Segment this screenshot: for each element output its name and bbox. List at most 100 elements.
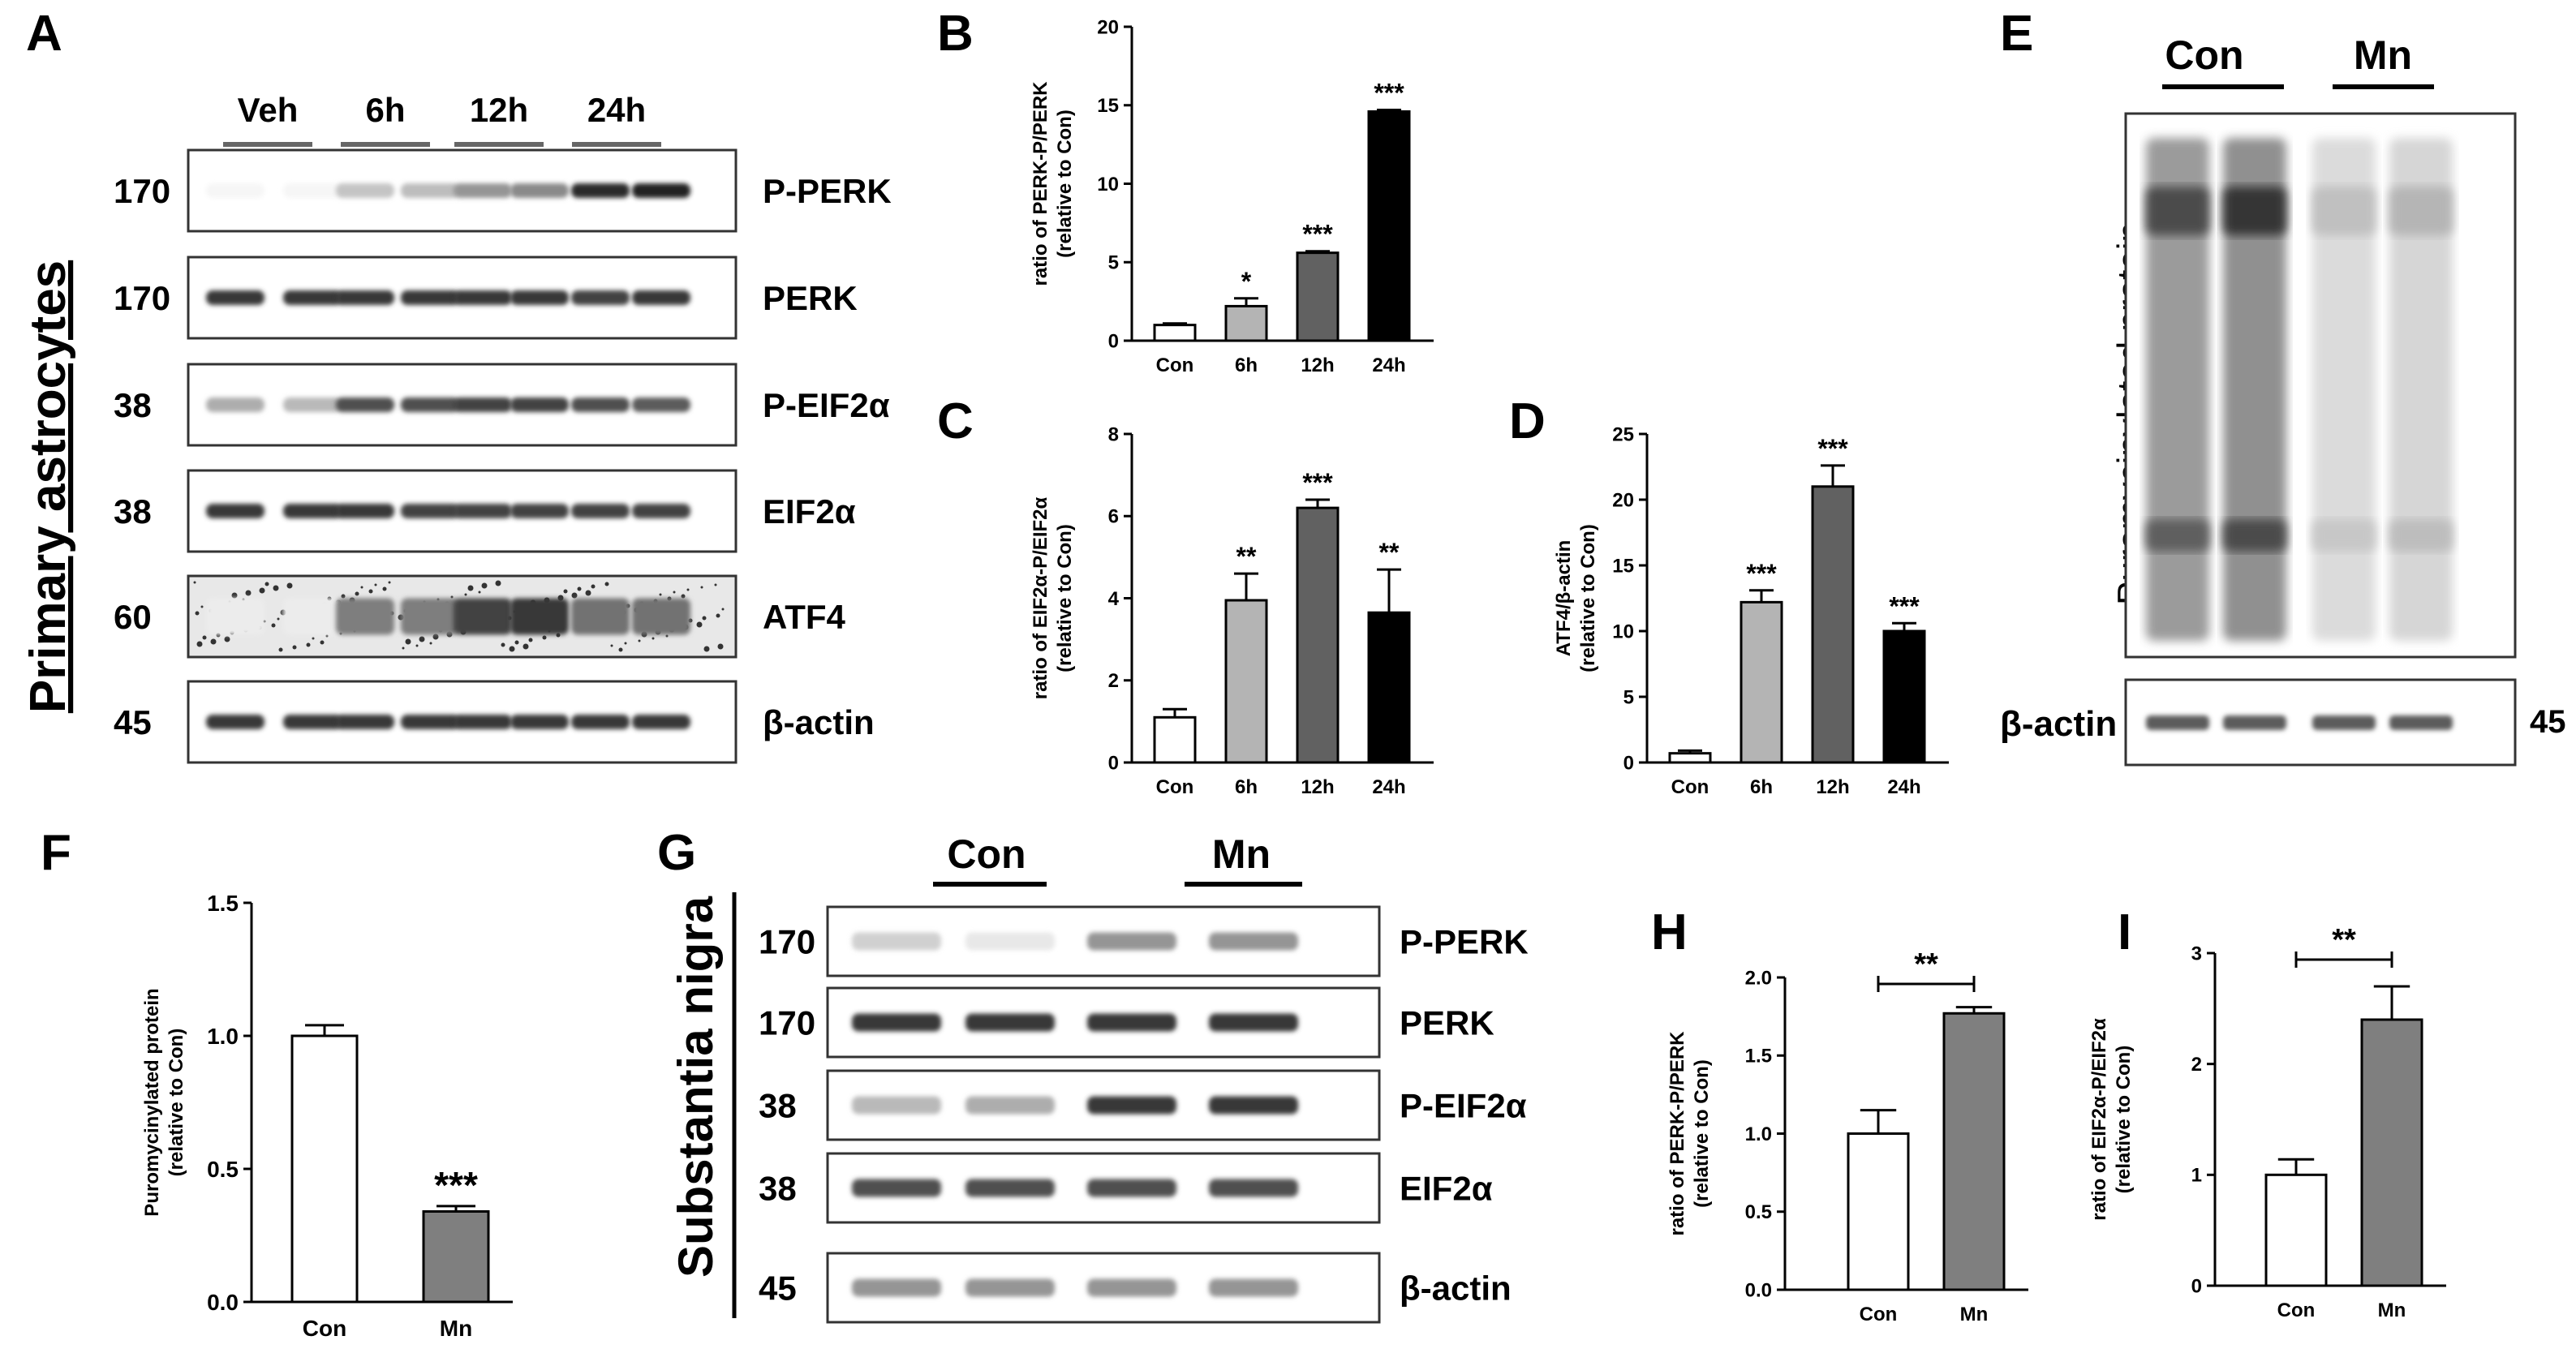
atf4-speckle — [200, 605, 204, 608]
panel-a-blots: 170 P-PERK 170 PERK 38 P-EIF2α 38 EIF2α 60 ATF4 45… — [114, 148, 892, 764]
atf4-speckle — [665, 634, 669, 638]
y-tick-label: 20 — [1612, 489, 1634, 511]
significance-marker: ** — [1914, 947, 1938, 982]
g-blot-band — [965, 1013, 1055, 1032]
atf4-speckle — [202, 635, 207, 640]
chart-d: D 0 5 10 15 20 25 ATF4/β-actin (relative to Con)… — [1509, 393, 1949, 798]
significance-marker: *** — [1302, 220, 1333, 249]
e-smear-dark-band — [2223, 187, 2286, 235]
atf4-speckle — [509, 646, 515, 652]
lane-label-6h: 6h — [365, 91, 405, 129]
chart-h: H 0.0 0.5 1.0 1.5 2.0 ratio of PERK-P/PERK (rel… — [1651, 904, 2028, 1325]
panel-label-c: C — [937, 393, 974, 449]
atf4-speckle — [405, 638, 411, 645]
e-group-mn-label: Mn — [2354, 32, 2412, 78]
blot-band — [632, 183, 690, 198]
blot-row-atf4: 60 ATF4 — [114, 574, 846, 659]
atf4-speckle — [368, 589, 373, 594]
chart-i: I 0 1 2 3 ratio of EIF2α-P/EIF2α (relative to … — [2088, 904, 2446, 1321]
blot-band — [336, 183, 394, 198]
y-axis-label: (relative to Con) — [1054, 524, 1076, 672]
bar-24h — [1882, 629, 1926, 764]
atf4-speckle — [224, 636, 230, 642]
panel-label-g: G — [657, 825, 696, 881]
y-tick-label: 10 — [1097, 174, 1119, 195]
y-tick-label: 6 — [1108, 506, 1119, 528]
category-label: 24h — [1372, 776, 1405, 798]
y-tick-label: 15 — [1612, 555, 1634, 577]
y-axis-label: ratio of PERK-P/PERK — [1030, 81, 1051, 286]
y-tick-label: 0.5 — [1745, 1201, 1772, 1223]
category-label: Con — [2277, 1299, 2316, 1321]
significance-marker: *** — [1746, 559, 1777, 588]
g-blot-band — [1087, 1096, 1176, 1115]
atf4-speckle — [696, 621, 703, 628]
mw-label: 60 — [114, 598, 152, 636]
blot-band — [206, 598, 264, 635]
blot-row-perk: 170 PERK — [114, 256, 858, 340]
e-actin-label: β-actin — [2000, 704, 2117, 744]
g-blot-band — [1209, 1013, 1298, 1032]
blot-band — [283, 598, 342, 635]
y-tick-label: 0.0 — [207, 1290, 239, 1315]
protein-label: P-EIF2α — [763, 386, 890, 424]
atf4-speckle — [577, 586, 582, 591]
g-blot-band — [852, 1179, 941, 1197]
g-blot-band — [852, 1096, 941, 1115]
atf4-speckle — [703, 646, 710, 652]
atf4-speckle — [210, 638, 217, 645]
y-axis-label: (relative to Con) — [1691, 1059, 1713, 1208]
panel-a: A Primary astrocytes Veh 6h 12h 24h 170 P-PE… — [20, 6, 892, 764]
blot-band — [283, 715, 342, 729]
atf4-speckle — [638, 639, 641, 642]
significance-marker: *** — [1817, 434, 1848, 463]
y-tick-label: 0 — [1623, 752, 1634, 774]
atf4-speckle — [652, 637, 655, 640]
atf4-speckle — [624, 642, 627, 645]
g-blot-row-eif2α: 38 EIF2α — [759, 1152, 1493, 1224]
atf4-speckle — [714, 583, 717, 586]
g-blot-row-β-actin: 45 β-actin — [759, 1252, 1512, 1324]
g-blot-band — [1087, 932, 1176, 951]
e-group-con-label: Con — [2165, 32, 2243, 78]
blot-band — [571, 183, 630, 198]
e-smear-lane — [2146, 138, 2209, 641]
atf4-speckle — [312, 637, 315, 640]
atf4-speckle — [585, 590, 591, 596]
y-axis-label: Puromycinylated protein — [141, 988, 163, 1216]
e-smear-dark-band — [2389, 187, 2453, 235]
y-tick-label: 1 — [2191, 1165, 2202, 1187]
atf4-speckle — [528, 638, 533, 642]
blot-band — [206, 715, 264, 729]
blot-band — [632, 290, 690, 305]
e-actin-band — [2223, 715, 2286, 730]
panel-a-lane-headers: Veh 6h 12h 24h — [223, 91, 661, 147]
blot-band — [401, 183, 459, 198]
category-label: Con — [303, 1316, 346, 1341]
y-tick-label: 5 — [1108, 252, 1119, 274]
blot-band — [283, 397, 342, 412]
chart-c: C 0 2 4 6 8 ratio of EIF2α-P/EIF2α (relative to… — [937, 393, 1434, 798]
category-label: Mn — [440, 1316, 472, 1341]
atf4-speckle — [464, 593, 467, 596]
bar-con — [290, 1034, 359, 1304]
g-mw-label: 38 — [759, 1087, 797, 1125]
blot-band — [401, 715, 459, 729]
protein-label: EIF2α — [763, 492, 856, 531]
panel-label-d: D — [1509, 393, 1546, 449]
atf4-speckle — [292, 645, 297, 650]
blot-band — [454, 183, 512, 198]
e-smear-lane — [2312, 138, 2376, 641]
atf4-speckle — [514, 640, 519, 645]
category-label: 24h — [1887, 776, 1920, 798]
g-blot-band — [1209, 1096, 1298, 1115]
g-blot-band — [1087, 1179, 1176, 1197]
significance-marker: *** — [1302, 468, 1333, 497]
y-tick-label: 0.0 — [1745, 1279, 1772, 1301]
blot-band — [632, 715, 690, 729]
panel-label-f: F — [41, 825, 71, 881]
panel-g: G Substantia nigra Con Mn 170 P-PERK 170 PE… — [657, 825, 1529, 1324]
atf4-speckle — [271, 623, 276, 628]
mw-label: 170 — [114, 172, 170, 210]
e-actin-mw: 45 — [2530, 704, 2566, 740]
